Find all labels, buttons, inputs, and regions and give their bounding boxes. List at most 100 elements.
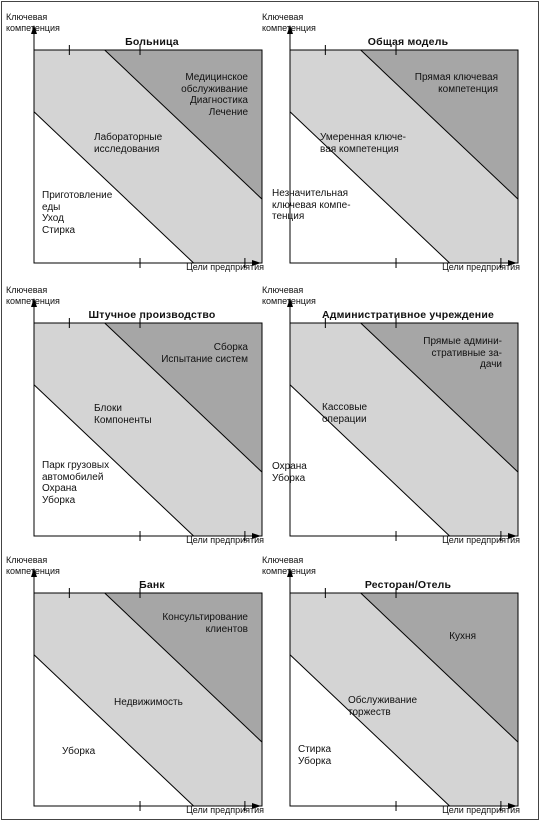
moderate-zone-label: Умеренная ключе-вая компетенция [320, 132, 406, 155]
lower-boundary-line [289, 384, 450, 537]
y-axis-arrow [287, 568, 293, 577]
y-axis-label-line: Ключевая [6, 12, 48, 22]
panel-title: Штучное производство [88, 309, 216, 321]
y-axis-label-line: компетенция [6, 566, 60, 576]
low-zone-label: Уборка [62, 746, 95, 758]
zone-label-line: клиентов [205, 623, 248, 635]
zone-label-line: Кухня [449, 631, 476, 642]
x-axis-arrow [508, 803, 517, 809]
panel-svg [31, 25, 263, 268]
y-axis-label: Ключевая компетенция [262, 285, 316, 307]
y-axis-label: Ключевая компетенция [6, 285, 60, 307]
x-axis-label: Цели предприятия [442, 535, 520, 545]
x-axis-label: Цели предприятия [186, 535, 264, 545]
zone-label-line: операции [322, 413, 367, 425]
y-axis-label-line: Ключевая [6, 285, 48, 295]
low-zone-label: Незначительная ключевая компе-тенция [272, 188, 351, 223]
zone-label-line: Стирка [42, 224, 76, 236]
quadrant-panel: Ключевая компетенция Ресторан/Отель Цели пр… [262, 555, 520, 815]
zone-label-line: Лабораторные [94, 132, 163, 143]
panel-title: Банк [139, 579, 165, 591]
zone-label-line: автомобилей [42, 471, 104, 483]
upper-boundary-line [360, 322, 519, 473]
panel-title: Больница [125, 36, 179, 48]
zone-label-line: дачи [480, 359, 502, 370]
zone-label-line: Прямая ключевая [414, 72, 498, 83]
y-axis-label-line: Ключевая [262, 12, 304, 22]
y-axis-label-line: компетенция [262, 566, 316, 576]
zone-label-line: Испытание систем [161, 353, 248, 365]
moderate-zone-label: Лабораторные исследования [94, 132, 162, 155]
y-axis-arrow [287, 25, 293, 34]
y-axis-arrow [31, 568, 37, 577]
quadrant-panel: Ключевая компетенция Больница Цели предприя… [6, 12, 264, 272]
zone-label-line: Уборка [42, 494, 76, 506]
zone-label-line: компетенция [438, 83, 498, 95]
zone-label-line: Умеренная ключе- [320, 132, 406, 143]
panel-svg [287, 298, 519, 541]
zone-label-line: обслуживание [181, 83, 248, 95]
moderate-zone-label: Блоки Компоненты [94, 403, 152, 426]
low-zone-label: Парк грузовых автомобилей Охрана Уборка [42, 460, 109, 506]
lower-boundary-line [289, 654, 450, 807]
x-axis-arrow [252, 533, 261, 539]
zone-label-line: Диагностика [190, 95, 248, 106]
y-axis-arrow [31, 25, 37, 34]
core-zone-label: Прямая ключевая компетенция [415, 72, 498, 95]
x-axis-label: Цели предприятия [186, 262, 264, 272]
low-zone-label: Стирка Уборка [298, 744, 331, 767]
moderate-zone-label: Кассовые операции [322, 402, 367, 425]
upper-boundary-line [104, 592, 263, 743]
zone-label-line: Медицинское [185, 72, 248, 83]
core-zone-label: Кухня [449, 631, 476, 643]
zone-label-line: Охрана [42, 483, 77, 494]
zone-label-line: исследования [94, 143, 160, 155]
low-zone-label: Приготовление еды Уход Стирка [42, 190, 112, 236]
y-axis-label: Ключевая компетенция [262, 12, 316, 34]
zone-label-line: Незначительная [272, 188, 349, 199]
zone-label-line: стративные за- [431, 347, 503, 359]
x-axis-arrow [252, 260, 261, 266]
y-axis-label-line: Ключевая [6, 555, 48, 565]
lower-boundary-line [33, 111, 194, 264]
y-axis-label-line: компетенция [6, 296, 60, 306]
low-zone [290, 384, 450, 536]
zone-label-line: ключевая компе- [272, 199, 351, 211]
zone-label-line: Прямые админи- [423, 336, 502, 347]
core-zone-label: Сборка Испытание систем [161, 342, 248, 365]
y-axis-label-line: компетенция [262, 296, 316, 306]
panel-title: Административное учреждение [321, 309, 495, 321]
low-zone-label: Охрана Уборка [272, 461, 307, 484]
zone-label-line: Консультирование [162, 612, 248, 623]
x-axis-label: Цели предприятия [442, 262, 520, 272]
low-zone [34, 384, 194, 536]
panel-svg [287, 25, 519, 268]
x-axis-arrow [508, 533, 517, 539]
y-axis-label: Ключевая компетенция [262, 555, 316, 577]
y-axis-arrow [31, 298, 37, 307]
core-zone-label: Консультирование клиентов [162, 612, 248, 635]
lower-boundary-line [289, 111, 450, 264]
zone-label-line: Недвижимость [114, 697, 183, 708]
zone-label-line: Сборка [213, 342, 248, 353]
zone-label-line: Обслуживание [348, 695, 418, 706]
zone-label-line: торжеств [348, 706, 391, 718]
panel-title: Ресторан/Отель [364, 579, 452, 591]
x-axis-arrow [508, 260, 517, 266]
y-axis-label-line: компетенция [6, 23, 60, 33]
zone-label-line: Парк грузовых [42, 460, 110, 471]
zone-label-line: Уход [42, 213, 64, 224]
panel-svg [31, 568, 263, 811]
lower-boundary-line [33, 384, 194, 537]
panel-title: Общая модель [367, 36, 449, 48]
zone-label-line: Лечение [208, 106, 248, 118]
upper-boundary-line [360, 592, 519, 743]
x-axis-label: Цели предприятия [442, 805, 520, 815]
x-axis-label: Цели предприятия [186, 805, 264, 815]
quadrant-panel: Ключевая компетенция Общая модель Цели пред… [262, 12, 520, 272]
zone-label-line: Уборка [62, 746, 96, 757]
zone-label-line: вая компетенция [320, 143, 399, 155]
upper-boundary-line [104, 322, 263, 473]
y-axis-label: Ключевая компетенция [6, 555, 60, 577]
moderate-zone-label: Недвижимость [114, 697, 183, 709]
